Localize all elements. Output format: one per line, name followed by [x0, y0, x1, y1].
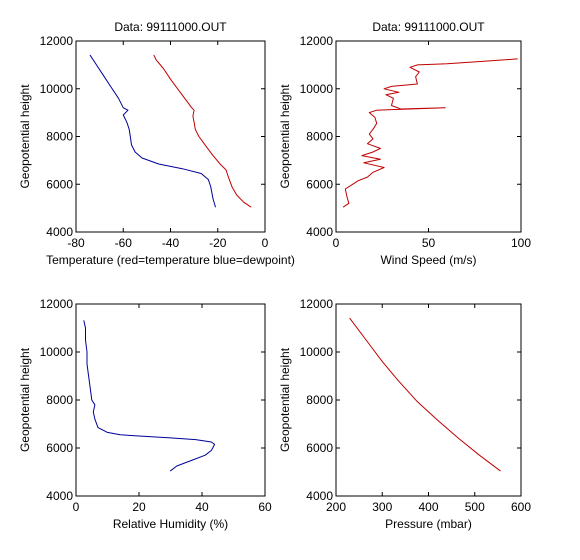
x-tick-label: 600 [511, 500, 531, 514]
y-tick-label: 12000 [300, 34, 334, 48]
subplot-1: -80 -60 -40 -20 0 4000 6000 8000 10000 12000 Data:… [18, 20, 295, 267]
x-tick-label: 400 [418, 500, 438, 514]
y-tick-label: 6000 [306, 441, 333, 455]
plot-area [335, 303, 522, 497]
x-tick-label: 500 [465, 500, 485, 514]
plot-area [75, 40, 266, 233]
x-tick-label: 100 [511, 236, 531, 250]
series-line-1 [342, 58, 518, 208]
y-tick-label: 10000 [300, 82, 334, 96]
x-tick-label: 0 [73, 500, 80, 514]
x-tick-label: 0 [333, 236, 340, 250]
y-axis-label: Geopotential height [278, 347, 292, 452]
series-line-1 [153, 54, 252, 208]
y-tick-label: 10000 [300, 345, 334, 359]
x-tick-label: 40 [195, 500, 209, 514]
y-axis-label: Geopotential height [18, 84, 32, 189]
x-axis-label: Wind Speed (m/s) [380, 253, 476, 267]
subplot-2: 0 50 100 4000 6000 8000 10000 12000 Data: 991110… [278, 20, 531, 267]
y-axis-label: Geopotential height [278, 84, 292, 189]
y-tick-label: 12000 [40, 297, 74, 311]
x-tick-label: -60 [115, 236, 133, 250]
y-tick-label: 6000 [306, 177, 333, 191]
subplot-3: 0 20 40 60 4000 6000 8000 10000 12000 Relative Hu… [18, 297, 272, 531]
y-tick-label: 4000 [306, 225, 333, 239]
series-line-1 [83, 320, 216, 472]
y-tick-label: 8000 [46, 393, 73, 407]
y-tick-label: 8000 [46, 130, 73, 144]
y-tick-label: 10000 [40, 345, 74, 359]
y-tick-label: 12000 [40, 34, 74, 48]
x-tick-label: 50 [422, 236, 436, 250]
y-tick-label: 6000 [46, 177, 73, 191]
y-tick-label: 4000 [306, 489, 333, 503]
x-tick-label: 200 [326, 500, 346, 514]
x-tick-label: -20 [209, 236, 227, 250]
x-axis-label: Relative Humidity (%) [113, 517, 228, 531]
plot-area [75, 303, 266, 497]
chart-title: Data: 99111000.OUT [114, 20, 227, 34]
y-tick-label: 8000 [306, 130, 333, 144]
plot-area [335, 40, 522, 233]
x-tick-label: 0 [262, 236, 269, 250]
x-tick-label: -80 [67, 236, 85, 250]
x-tick-label: -40 [162, 236, 180, 250]
subplot-4: 200 300 400 500 600 4000 6000 8000 10000 12000 Pre… [278, 297, 531, 531]
y-tick-label: 4000 [46, 225, 73, 239]
y-tick-label: 4000 [46, 489, 73, 503]
y-tick-label: 6000 [46, 441, 73, 455]
x-axis-label: Temperature (red=temperature blue=dewpoi… [46, 253, 295, 267]
x-axis-label: Pressure (mbar) [385, 517, 472, 531]
y-tick-label: 12000 [300, 297, 334, 311]
series-line-2 [89, 54, 216, 208]
x-tick-label: 20 [132, 500, 146, 514]
series-line-1 [349, 317, 501, 472]
x-tick-label: 300 [372, 500, 392, 514]
chart-title: Data: 99111000.OUT [372, 20, 485, 34]
y-tick-label: 8000 [306, 393, 333, 407]
y-axis-label: Geopotential height [18, 347, 32, 452]
x-tick-label: 60 [258, 500, 272, 514]
y-tick-label: 10000 [40, 82, 74, 96]
